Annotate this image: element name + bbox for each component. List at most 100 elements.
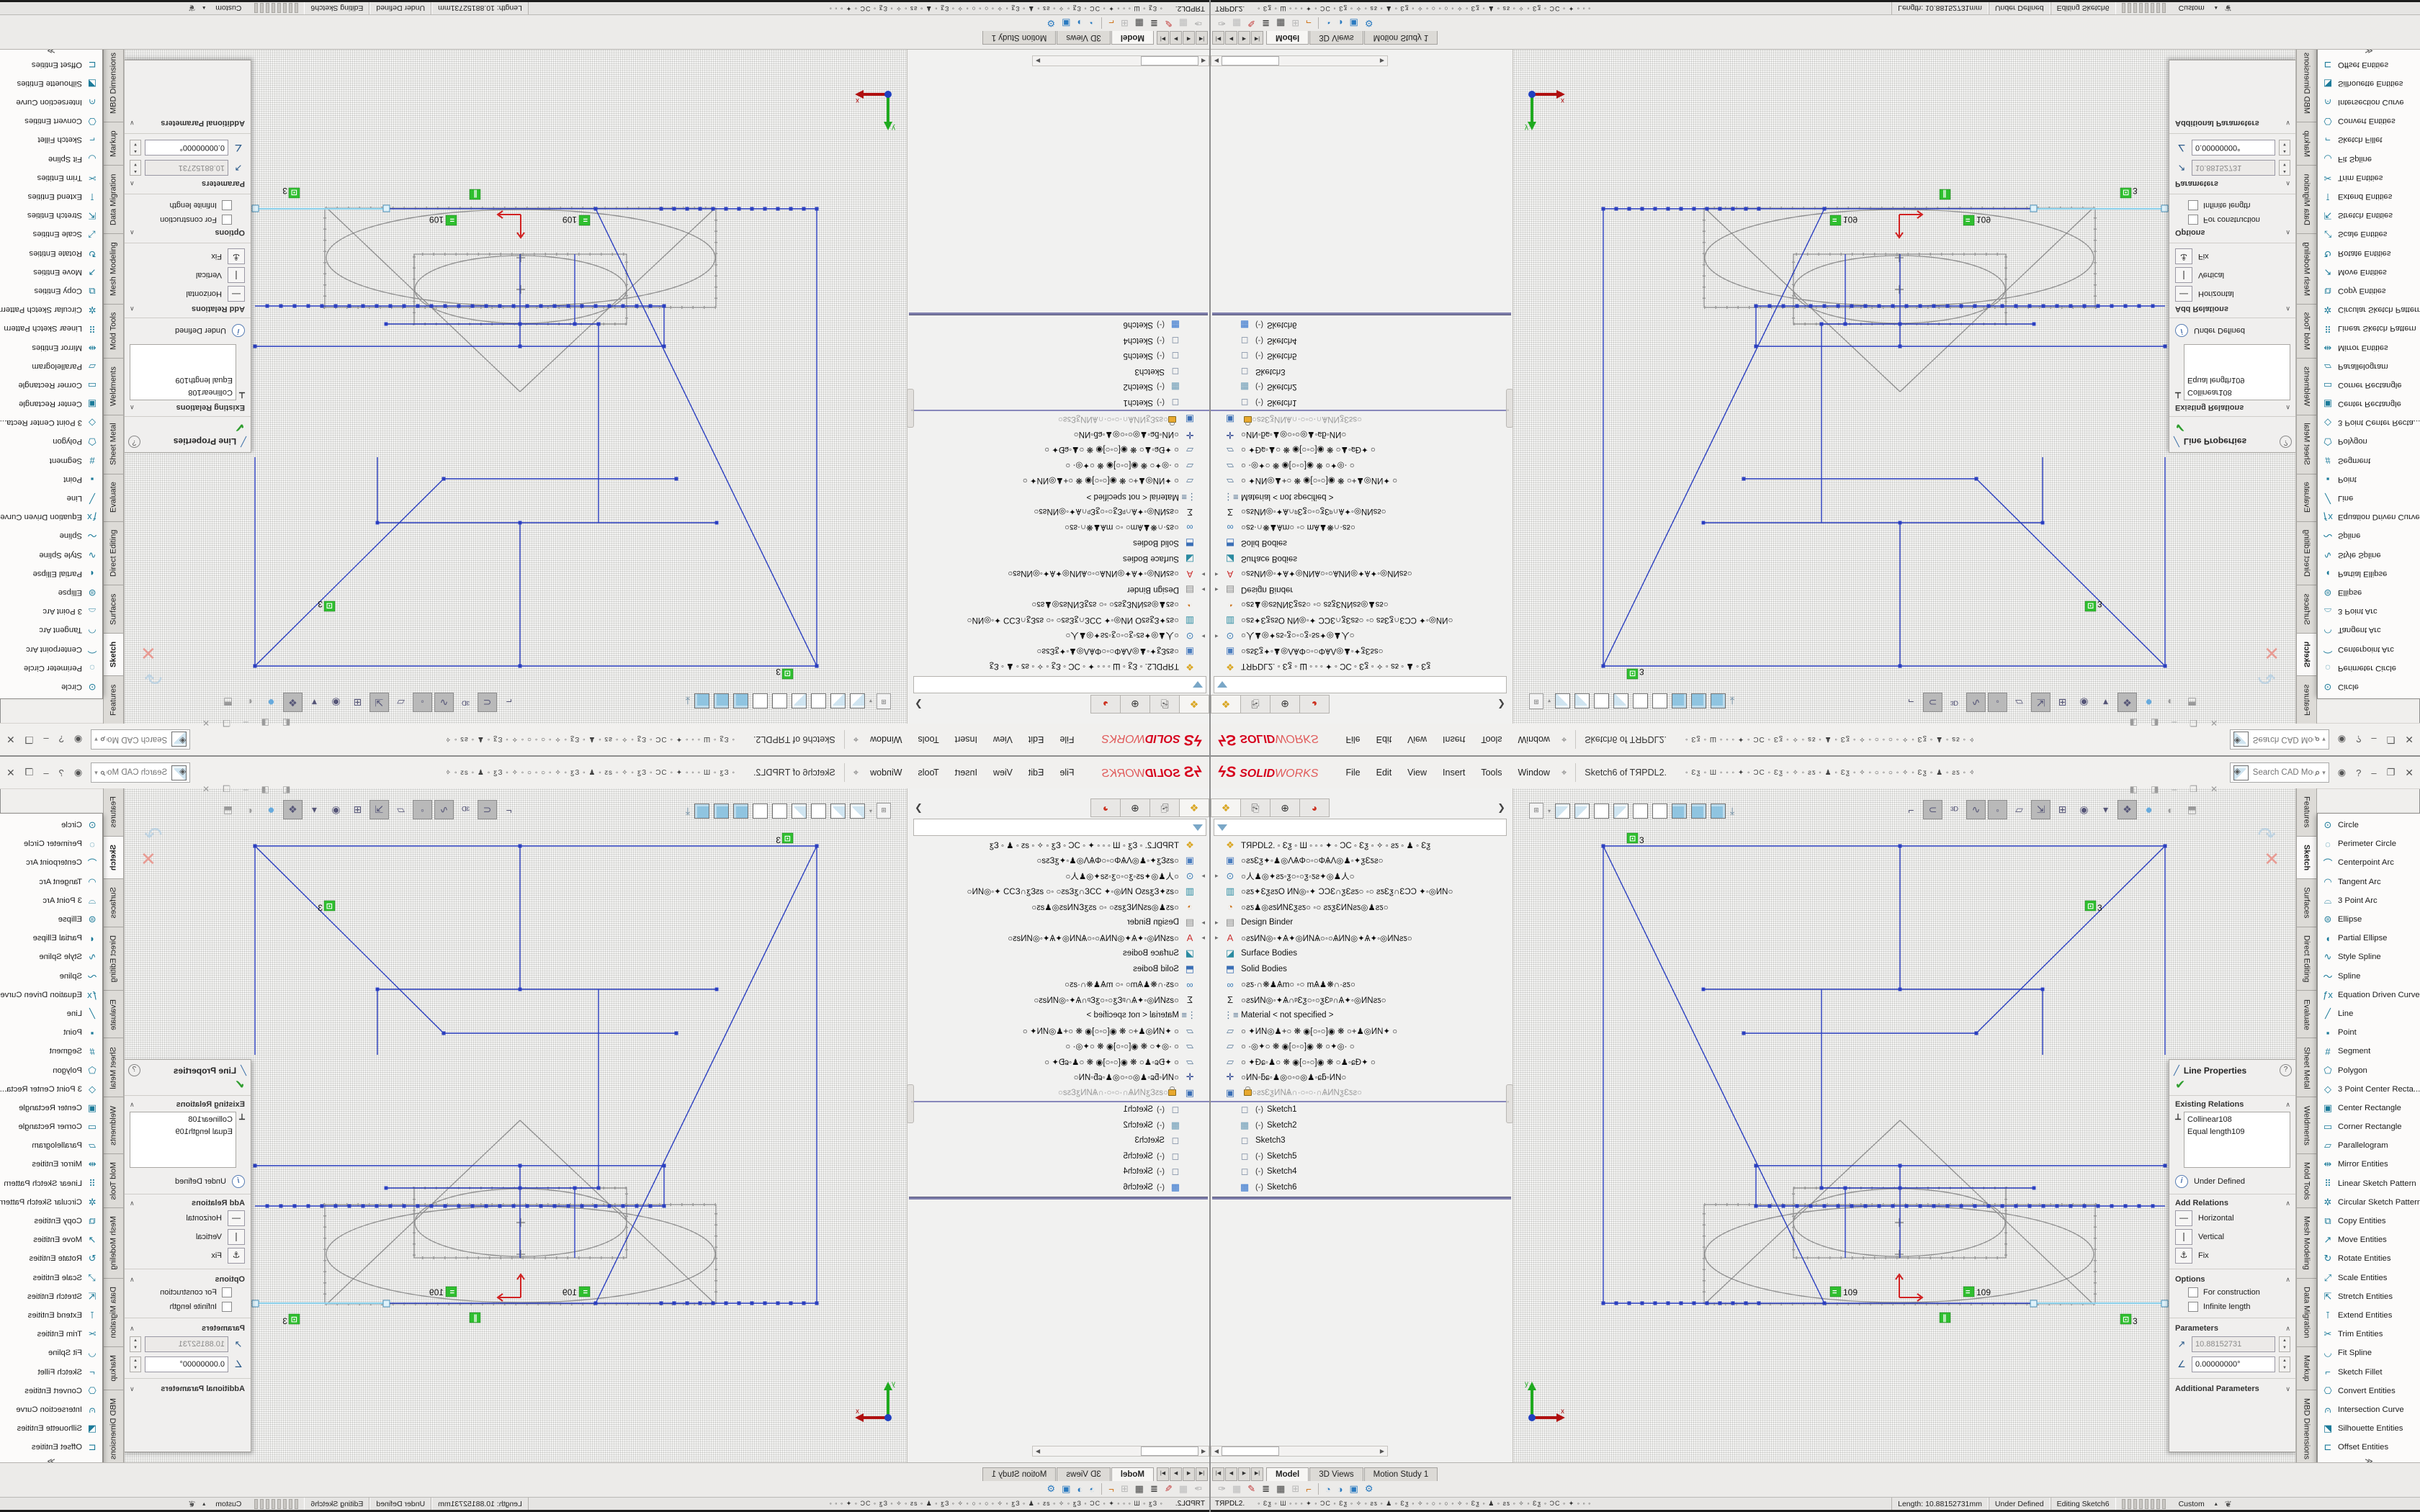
add-relations-header[interactable]: Add Relations bbox=[192, 1199, 245, 1207]
account-icon[interactable]: ◉ bbox=[73, 767, 83, 778]
tree-item[interactable]: ▣ ○ƨƽƐƺ✦◦♟◎ΛѦΦ○◦○ΦѦΛ◎♟◦✦ƺƐƽƨ○ bbox=[1211, 853, 1512, 869]
tree-item[interactable]: ◻ (-) Sketch5 bbox=[908, 1148, 1209, 1164]
menu-item-3-point-arc[interactable]: ⌓ 3 Point Arc bbox=[2323, 606, 2378, 618]
add-relations-header[interactable]: Add Relations bbox=[192, 305, 245, 313]
restore-button[interactable]: ❐ bbox=[24, 767, 34, 778]
menu-item-equation-driven-curve[interactable]: ƒx Equation Driven Curve bbox=[2323, 989, 2420, 1001]
option-infinite-length[interactable]: Infinite length bbox=[2169, 198, 2296, 212]
tab-motion-study-1[interactable]: Motion Study 1 bbox=[1363, 31, 1438, 45]
tab-evaluate[interactable]: Evaluate bbox=[103, 473, 124, 521]
close-button[interactable]: ✕ bbox=[6, 734, 15, 746]
menu-item-ellipse[interactable]: ⊜ Ellipse bbox=[58, 587, 97, 598]
search-input[interactable] bbox=[105, 768, 169, 778]
filter-icon[interactable]: ✑ bbox=[1194, 18, 1202, 29]
tree-item[interactable]: ◪ Surface Bodies bbox=[908, 946, 1209, 962]
tag-icon[interactable]: ❦ bbox=[2224, 3, 2232, 14]
search-dropdown-icon[interactable]: ▾ bbox=[94, 736, 98, 744]
configurationmanager-tab[interactable]: ⊕ bbox=[1270, 798, 1300, 817]
tree-item[interactable]: ▸ A ○ƨƽИΝ◎◦✦Ѧ✦◎ИΝѦ○◦○ѦИΝ◎✦Ѧ✦◦◎ИΝƨƽ○ bbox=[1008, 568, 1205, 580]
tree-item[interactable]: ▸ ⊙ ○人♟◎✦ƨƽ◦ƺ○◦○ƺ◦ƽƨ✦◎♟人○ bbox=[1065, 631, 1205, 642]
menu-item-fit-spline[interactable]: ◡ Fit Spline bbox=[48, 153, 97, 165]
tab-direct-editing[interactable]: Direct Editing bbox=[103, 927, 124, 991]
tab-3d-views[interactable]: 3D Views bbox=[1309, 1467, 1363, 1481]
tree-item[interactable]: ▥ ○ƨƽ✦ƐƺƨƽΟ ИΝ◎◦✦ ƆƆƐ∩ƺƐƨƽ○ ◦○ ƨƽƐƺ∩ƐƆƆ ✦… bbox=[908, 884, 1209, 900]
close-button[interactable]: ✕ bbox=[6, 766, 15, 778]
parameter-field[interactable]: ↗ 10.88152731 ▲ ▼ bbox=[2169, 1334, 2296, 1354]
add-relations-header[interactable]: Add Relations bbox=[2175, 305, 2228, 313]
tree-item[interactable]: ◻ (-) Sketch5 bbox=[1211, 348, 1512, 364]
tree-item[interactable]: ▸ ⊙ ○人♟◎✦ƨƽ◦ƺ○◦○ƺ◦ƽƨ✦◎♟人○ bbox=[1215, 870, 1355, 881]
layers-icon[interactable]: ▦ bbox=[1178, 1483, 1188, 1494]
layers-icon[interactable]: ▦ bbox=[1232, 18, 1242, 29]
tree-item[interactable]: ◻ (-) Sketch4 bbox=[908, 1164, 1209, 1180]
tab-3d-views[interactable]: 3D Views bbox=[1057, 1467, 1111, 1481]
menu-item-polygon[interactable]: ⬠ Polygon bbox=[53, 436, 97, 448]
grid-filter-icon[interactable]: ⊞ bbox=[1291, 1483, 1300, 1494]
tree-item[interactable]: ❖ TЯPDL2. ◦ Ɛƺ ◦ Ш ◦ ◦ ◦ ✦ ◦ ƆC ◦ Ɛƺ ◦ ✧ … bbox=[908, 837, 1209, 853]
menu-tools[interactable]: Tools bbox=[918, 768, 939, 778]
dropdown-icon[interactable]: ▾ bbox=[2102, 804, 2109, 815]
tab-mbd-dimensions[interactable]: MBD Dimensions bbox=[2296, 43, 2317, 122]
close-button[interactable]: ✕ bbox=[2405, 734, 2414, 746]
menu-item-offset-entities[interactable]: ⊏ Offset Entities bbox=[2323, 59, 2389, 71]
dimension-109-left[interactable]: = 109 bbox=[1829, 1286, 1857, 1297]
menu-insert[interactable]: Insert bbox=[1443, 734, 1466, 744]
option-for-construction[interactable]: For construction bbox=[2169, 1285, 2296, 1300]
tree-item[interactable]: ▱ ○ ·◎✦○ ❋ ◉[○◦○]◉ ❋ ○✦◎· ○ bbox=[1211, 1039, 1512, 1055]
relations-list[interactable]: Collinear108 Equal length109 bbox=[130, 1112, 236, 1168]
sketch-blue-geometry[interactable] bbox=[1603, 208, 2166, 667]
minimize-button[interactable]: – bbox=[2371, 734, 2377, 745]
menu-view[interactable]: View bbox=[1407, 768, 1428, 778]
linestyle-icon[interactable]: ≣ bbox=[1262, 18, 1270, 29]
relation-entry[interactable]: Equal length109 bbox=[175, 376, 233, 385]
menu-item-segment[interactable]: # Segment bbox=[2325, 1045, 2371, 1057]
tree-item[interactable]: ▣ ○ƨƽƐƺ✦◦♟◎ΛѦΦ○◦○ΦѦΛ◎♟◦✦ƺƐƽƨ○ bbox=[908, 644, 1209, 660]
menu-item-mirror-entities[interactable]: ⇹ Mirror Entities bbox=[32, 1158, 97, 1170]
tab-markup[interactable]: Markup bbox=[103, 122, 124, 166]
view-bottom-icon[interactable] bbox=[1652, 803, 1668, 819]
tree-item[interactable]: ⋮≡ Material < not specified > bbox=[908, 489, 1209, 505]
menu-file[interactable]: File bbox=[1345, 734, 1361, 744]
scrollbar-thumb[interactable] bbox=[1141, 1446, 1198, 1456]
hide-sketch-icon[interactable]: ⌐ bbox=[1908, 804, 1914, 816]
panel-splitter[interactable] bbox=[1506, 389, 1513, 428]
clock1-icon[interactable]: ◔ bbox=[1325, 1483, 1331, 1495]
option-for-construction[interactable]: For construction bbox=[2169, 212, 2296, 227]
tree-item[interactable]: ▦ (-) Sketch6 bbox=[1211, 1179, 1512, 1195]
menu-item-point[interactable]: ▪ Point bbox=[2326, 474, 2357, 485]
selected-line-handles[interactable] bbox=[2030, 204, 2169, 212]
tab-mbd-dimensions[interactable]: MBD Dimensions bbox=[2296, 1390, 2317, 1469]
tree-horizontal-scrollbar[interactable]: ◀ ▶ bbox=[1211, 1446, 1388, 1457]
option-for-construction[interactable]: For construction bbox=[124, 1285, 251, 1300]
menu-item-equation-driven-curve[interactable]: ƒx Equation Driven Curve bbox=[0, 511, 97, 523]
menu-item-move-entities[interactable]: ↗ Move Entities bbox=[2323, 266, 2387, 278]
filter-icon[interactable]: ✑ bbox=[1194, 1483, 1202, 1494]
displaymanager-tab[interactable]: ◕ bbox=[1300, 798, 1330, 817]
configurationmanager-tab[interactable]: ⊕ bbox=[1120, 798, 1150, 817]
option-infinite-length[interactable]: Infinite length bbox=[2169, 1300, 2296, 1314]
tab-3d-views[interactable]: 3D Views bbox=[1309, 31, 1363, 45]
tab-sketch[interactable]: Sketch bbox=[2296, 836, 2317, 880]
relations-list[interactable]: Collinear108 Equal length109 bbox=[130, 344, 236, 400]
menu-item-perimeter-circle[interactable]: ◌ Perimeter Circle bbox=[24, 838, 95, 850]
menu-item-silhouette-entities[interactable]: ⬔ Silhouette Entities bbox=[2323, 78, 2403, 89]
menu-edit[interactable]: Edit bbox=[1028, 768, 1044, 778]
menu-item-rotate-entities[interactable]: ↻ Rotate Entities bbox=[29, 1253, 97, 1264]
menu-item-corner-rectangle[interactable]: ▭ Corner Rectangle bbox=[2323, 1121, 2402, 1133]
options-header[interactable]: Options bbox=[2175, 228, 2205, 237]
menu-tools[interactable]: Tools bbox=[1481, 734, 1502, 744]
constraint-tag-top[interactable]: ⊡ 3 bbox=[776, 667, 794, 680]
tab-mesh-modeling[interactable]: Mesh Modeling bbox=[103, 1208, 124, 1279]
child-restore-icon[interactable]: ❐ bbox=[2190, 784, 2197, 794]
menu-item-style-spline[interactable]: ∿ Style Spline bbox=[2323, 549, 2381, 561]
featuremanager-tab[interactable]: ❖ bbox=[1179, 798, 1209, 817]
dock-left-icon[interactable]: ◧ bbox=[2129, 784, 2138, 794]
tree-item[interactable]: ▥ ○ƨƽ✦ƐƺƨƽΟ ИΝ◎◦✦ ƆƆƐ∩ƺƐƨƽ○ ◦○ ƨƽƐƺ∩ƐƆƆ ✦… bbox=[1211, 884, 1512, 900]
configurationmanager-tab[interactable]: ⊕ bbox=[1270, 695, 1300, 714]
parameter-field[interactable]: ↗ 10.88152731 ▲ ▼ bbox=[124, 1334, 251, 1354]
chevron-down-icon[interactable]: ▾ bbox=[1548, 807, 1551, 814]
menu-item-scale-entities[interactable]: ⤢ Scale Entities bbox=[2323, 229, 2388, 240]
tree-item[interactable]: ∞ ○ƨƽ·∩❋♟Ѧm○ ◦○ mѦ♟❋∩·ƨƽ○ bbox=[908, 977, 1209, 993]
tab-model[interactable]: Model bbox=[1266, 1467, 1309, 1481]
cube-view-icon[interactable]: ⬒ bbox=[2187, 804, 2197, 815]
